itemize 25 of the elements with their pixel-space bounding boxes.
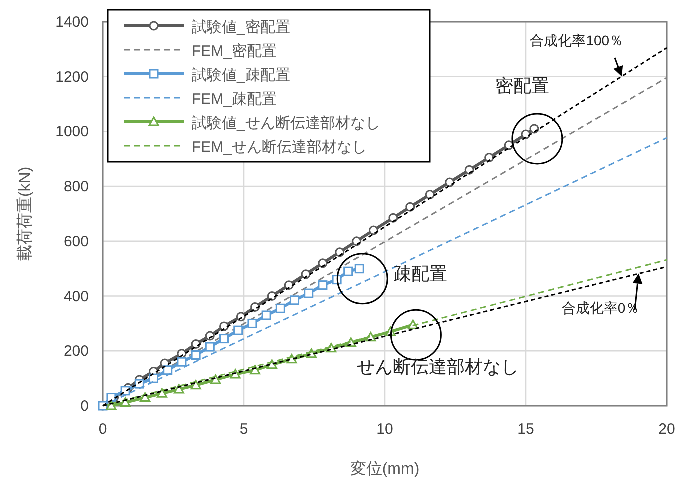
x-tick-label: 15 [518,421,534,438]
y-tick-label: 0 [80,398,89,415]
y-tick-label: 400 [64,288,89,306]
y-tick-label: 1400 [56,14,89,31]
legend-label: 試験値_疎配置 [192,67,290,84]
y-tick-label: 1200 [56,68,89,86]
y-tick-label: 800 [64,178,89,196]
annotation: せん断伝達部材なし [357,357,520,378]
annotation: 合成化率100％ [530,32,624,49]
y-tick-label: 600 [64,233,89,250]
legend-label: FEM_密配置 [192,43,278,60]
legend-label: 試験値_せん断伝達部材なし [192,115,380,132]
legend-label: 試験値_密配置 [192,19,290,36]
annotation: 疎配置 [394,264,448,284]
y-axis-title: 載荷荷重(kN) [16,166,34,262]
y-tick-label: 1000 [56,124,89,141]
annotation: 密配置 [495,76,550,96]
legend-label: FEM_せん断伝達部材なし [192,139,368,156]
x-tick-label: 5 [240,421,248,438]
y-tick-label: 200 [64,343,89,360]
x-axis-title: 変位(mm) [350,460,420,478]
x-tick-label: 10 [376,421,394,438]
legend-label: FEM_疎配置 [192,91,278,108]
x-tick-label: 0 [98,421,108,438]
x-tick-label: 20 [658,421,676,438]
